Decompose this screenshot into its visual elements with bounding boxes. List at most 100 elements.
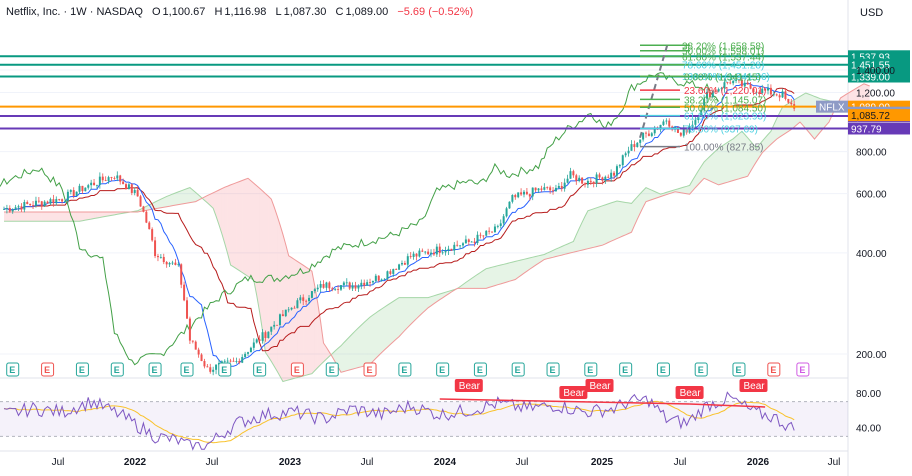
ichimoku-cloud-segment	[355, 327, 359, 369]
earnings-marker	[363, 362, 377, 377]
ichimoku-cloud-segment	[338, 345, 341, 373]
candle-body	[258, 339, 261, 341]
candle-body	[374, 275, 377, 281]
candle-body	[398, 264, 401, 270]
ichimoku-cloud-segment	[523, 258, 527, 274]
candle-body	[66, 191, 69, 202]
candle-body	[72, 190, 75, 197]
ichimoku-cloud-segment	[181, 189, 185, 205]
ichimoku-cloud-segment	[515, 260, 519, 280]
candle-body	[17, 206, 20, 208]
high-label: H	[214, 6, 223, 18]
candle-body	[252, 342, 255, 348]
time-tick-label: 2025	[591, 457, 614, 468]
open-label: O	[151, 6, 161, 18]
candle-body	[662, 121, 665, 125]
candle-body	[665, 120, 668, 122]
time-tick-label: 2023	[279, 457, 302, 468]
ichimoku-cloud-segment	[802, 92, 806, 129]
ichimoku-cloud-segment	[579, 222, 583, 251]
ichimoku-cloud-segment	[768, 131, 771, 148]
ichimoku-cloud-segment	[428, 296, 432, 308]
ichimoku-cloud-segment	[189, 187, 193, 203]
ichimoku-cloud-segment	[529, 257, 533, 270]
symbol-badge	[816, 100, 848, 113]
ichimoku-cloud-segment	[230, 183, 234, 267]
candle-body	[212, 369, 215, 372]
ichimoku-cloud-segment	[811, 95, 815, 140]
ichimoku-cloud-segment	[294, 259, 298, 379]
ichimoku-cloud-segment	[611, 201, 615, 242]
candle-body	[229, 360, 232, 362]
candle-body	[125, 184, 128, 190]
ichimoku-cloud-segment	[683, 186, 687, 194]
candle-body	[406, 256, 409, 265]
candle-body	[569, 171, 572, 179]
ichimoku-cloud-segment	[492, 266, 495, 287]
candle-body	[604, 176, 607, 181]
fib-lower-label: 38.20% (1,145.07)	[684, 95, 766, 106]
candle-body	[278, 314, 281, 326]
fib-lower-label: 78.60% (937.69)	[684, 124, 758, 135]
candle-body	[380, 279, 383, 281]
earnings-marker	[290, 362, 304, 377]
earnings-marker-label: E	[79, 365, 85, 375]
ichimoku-cloud-segment	[96, 211, 100, 218]
ichimoku-cloud-segment	[300, 263, 304, 377]
candle-body	[348, 282, 351, 289]
bear-divergence-badge	[675, 386, 704, 399]
ichimoku-cloud-segment	[625, 202, 629, 235]
ichimoku-cloud-segment	[401, 297, 405, 334]
ichimoku-cloud-segment	[349, 333, 353, 370]
candle-body	[584, 183, 586, 185]
ichimoku-cloud-segment	[727, 140, 731, 183]
candle-body	[418, 250, 421, 257]
price-tick-label: 800.00	[856, 148, 887, 159]
candle-body	[427, 251, 430, 255]
earnings-marker-label: E	[401, 365, 407, 375]
ichimoku-cloud-segment	[596, 206, 600, 247]
ichimoku-cloud-segment	[753, 144, 757, 167]
candle-body	[113, 177, 116, 179]
ichimoku-cloud-segment	[378, 308, 382, 356]
ichimoku-cloud-segment	[497, 265, 501, 285]
ichimoku-cloud-segment	[651, 190, 655, 200]
bear-divergence-badge	[454, 379, 483, 392]
ichimoku-cloud-segment	[323, 343, 327, 362]
candle-body	[682, 129, 685, 136]
leading-span-a	[4, 92, 870, 383]
candle-body	[464, 239, 467, 244]
ichimoku-cloud-segment	[797, 96, 800, 125]
candle-body	[729, 82, 732, 84]
candle-body	[11, 209, 14, 212]
ichimoku-cloud-segment	[628, 202, 632, 234]
ichimoku-cloud-segment	[309, 269, 312, 375]
currency-label: USD	[860, 7, 884, 19]
earnings-marker	[75, 362, 89, 377]
candle-body	[595, 174, 598, 184]
candle-body	[525, 191, 528, 195]
last-price-badge	[848, 109, 910, 122]
ichimoku-cloud-segment	[245, 178, 249, 277]
candle-body	[531, 187, 534, 197]
candle-body	[787, 98, 790, 103]
fib-upper-label: 38.20% (1,658.58)	[682, 41, 764, 52]
candle-body	[706, 91, 709, 99]
ichimoku-cloud-segment	[730, 138, 734, 182]
candle-body	[508, 201, 511, 209]
candle-body	[636, 142, 639, 148]
candle-body	[308, 297, 311, 302]
earnings-marker	[619, 362, 633, 377]
ichimoku-cloud-segment	[512, 261, 516, 281]
ichimoku-cloud-segment	[776, 112, 780, 140]
candle-body	[180, 264, 183, 285]
earnings-marker	[436, 362, 450, 377]
change-value: −5.69 (−0.52%)	[397, 6, 474, 18]
candle-body	[694, 120, 697, 125]
candle-body	[554, 187, 557, 192]
level-axis-label: 1,339.00	[851, 73, 890, 84]
ichimoku-cloud-segment	[724, 142, 728, 184]
candle-body	[430, 252, 433, 255]
